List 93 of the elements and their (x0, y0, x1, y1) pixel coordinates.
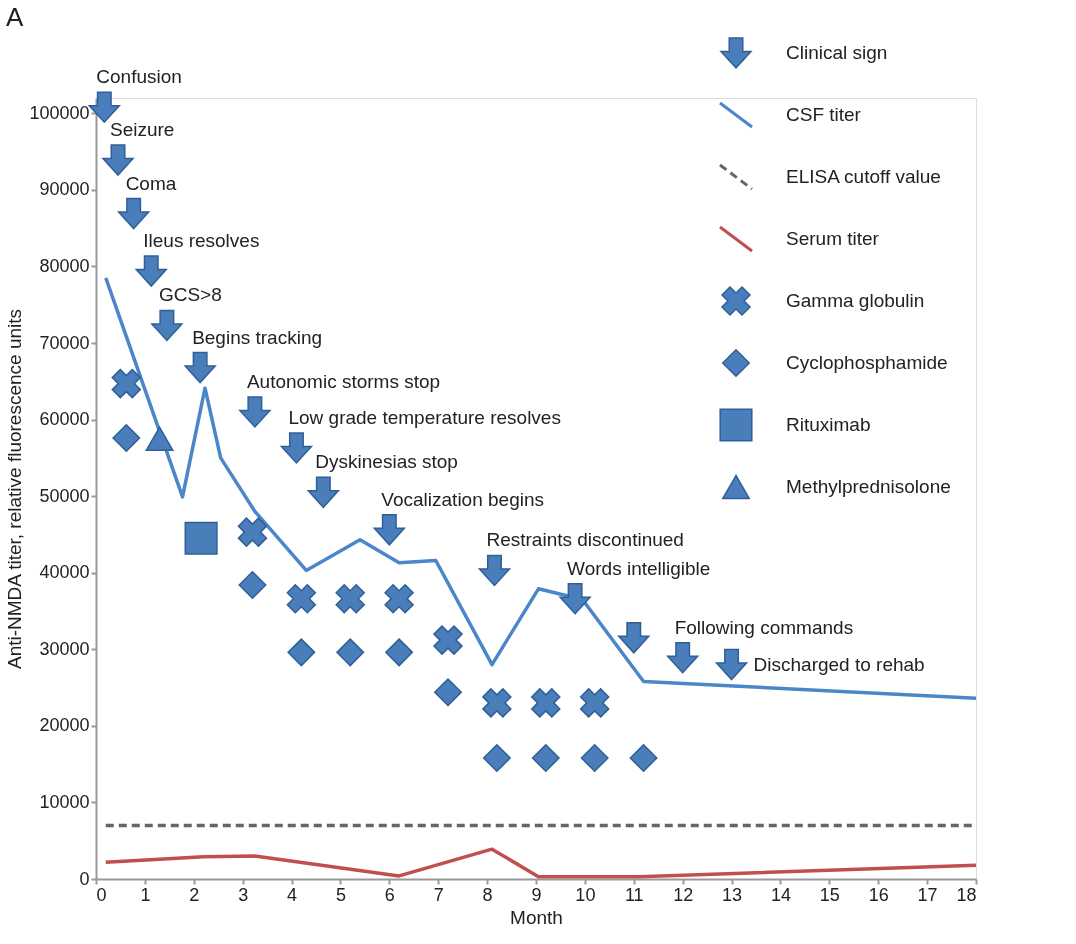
point (287, 638, 316, 667)
x-tick-label: 8 (482, 884, 493, 905)
point (112, 423, 141, 452)
point (117, 197, 150, 230)
annotation: Autonomic storms stop (246, 370, 441, 392)
point (531, 688, 561, 718)
point (238, 571, 267, 599)
point (111, 368, 142, 399)
point (335, 584, 365, 614)
annotation: Restraints discontinued (486, 529, 684, 551)
legend-label: Serum titer (786, 228, 880, 249)
point (184, 521, 218, 555)
annotation: Low grade temperature resolves (288, 406, 561, 428)
line-series (104, 847, 978, 879)
y-tick-label: 100000 (29, 102, 90, 123)
point (618, 622, 650, 654)
point (434, 678, 462, 707)
x-tick-label: 10 (575, 884, 596, 905)
y-tick-label: 50000 (39, 485, 90, 506)
y-tick-label: 0 (79, 868, 90, 889)
x-tick-label: 5 (335, 884, 346, 905)
point (478, 554, 511, 587)
point (482, 688, 512, 718)
x-tick-label: 17 (917, 884, 938, 905)
x-tick-label: 3 (238, 884, 249, 905)
legend-label: Methylprednisolone (786, 476, 951, 497)
legend-label: CSF titer (786, 104, 862, 125)
annotation: Following commands (674, 616, 854, 638)
y-axis-title: Anti-NMDA titer, relative fluorescence units (4, 308, 26, 670)
point (145, 426, 174, 451)
x-tick-label: 2 (189, 884, 200, 905)
point (385, 638, 414, 667)
y-tick-label: 60000 (39, 409, 90, 430)
x-tick-label: 4 (287, 884, 298, 905)
x-tick-label: 11 (624, 884, 644, 905)
point (384, 584, 414, 614)
annotation: Discharged to rehab (753, 653, 925, 675)
x-tick-label: 14 (770, 884, 791, 905)
legend-label: Cyclophosphamide (786, 352, 948, 373)
x-tick-label: 7 (433, 884, 444, 905)
x-tick-label: 13 (722, 884, 743, 905)
annotation: Words intelligible (567, 557, 711, 579)
x-tick-label: 16 (868, 884, 889, 905)
y-tick-label: 80000 (39, 255, 90, 276)
x-tick-label: 0 (96, 884, 107, 905)
point (580, 744, 609, 772)
point (135, 255, 167, 287)
point (531, 744, 560, 772)
point (280, 432, 313, 464)
point (88, 91, 121, 123)
point (237, 517, 268, 547)
x-tick-label: 9 (531, 884, 542, 905)
annotation: GCS>8 (158, 284, 222, 306)
point (184, 351, 216, 384)
y-tick-label: 30000 (39, 638, 90, 659)
point (666, 641, 699, 674)
line-series (104, 276, 978, 701)
y-tick-label: 20000 (39, 715, 90, 736)
x-tick-label: 6 (384, 884, 395, 905)
point (286, 584, 317, 614)
annotation: Coma (125, 172, 177, 194)
legend-label: Rituximab (786, 414, 871, 435)
point (433, 625, 463, 655)
x-tick-label: 12 (673, 884, 694, 905)
annotation: Dyskinesias stop (315, 451, 458, 473)
point (559, 583, 591, 615)
point (151, 309, 183, 342)
y-tick-label: 40000 (39, 562, 90, 583)
point (715, 648, 748, 681)
point (373, 514, 406, 546)
legend-label: ELISA cutoff value (786, 166, 941, 187)
annotation: Seizure (110, 119, 175, 141)
annotation: Confusion (96, 66, 182, 88)
chart-title: A (5, 2, 24, 32)
x-tick-label: 1 (140, 884, 151, 905)
legend-label: Clinical sign (786, 42, 888, 63)
x-axis-title: Month (510, 906, 563, 928)
y-tick-label: 90000 (39, 179, 90, 200)
point (629, 744, 658, 772)
point (579, 688, 610, 718)
point (482, 744, 511, 772)
annotation: Vocalization begins (381, 488, 545, 510)
point (102, 144, 134, 176)
y-tick-label: 70000 (39, 332, 90, 353)
y-tick-label: 10000 (39, 791, 90, 812)
x-tick-label: 18 (956, 884, 977, 905)
annotation: Ileus resolves (143, 230, 260, 252)
annotation: Begins tracking (192, 326, 323, 348)
legend-label: Gamma globulin (786, 290, 925, 311)
x-tick-label: 15 (819, 884, 840, 905)
point (239, 396, 271, 428)
point (336, 638, 365, 667)
point (307, 476, 340, 509)
